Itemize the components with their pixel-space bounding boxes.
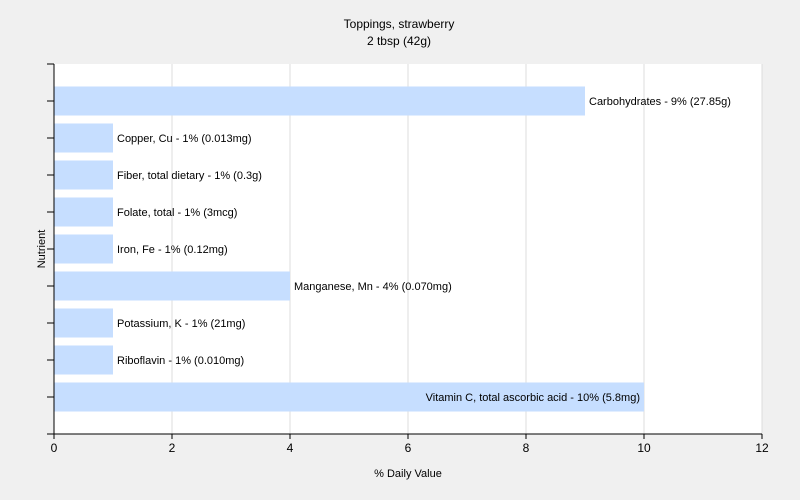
data-label: Folate, total - 1% (3mcg) (117, 207, 237, 219)
chart-subtitle: 2 tbsp (42g) (367, 34, 431, 48)
x-tick-label: 0 (51, 441, 58, 455)
x-tick-label: 6 (405, 441, 412, 455)
x-tick-label: 8 (523, 441, 530, 455)
data-label: Carbohydrates - 9% (27.85g) (589, 96, 731, 108)
grid-lines (54, 64, 763, 434)
x-tick-label: 4 (287, 441, 294, 455)
x-tick-label: 12 (755, 441, 769, 455)
y-axis-label: Nutrient (36, 230, 48, 269)
x-axis-label: % Daily Value (374, 468, 442, 480)
data-label: Fiber, total dietary - 1% (0.3g) (117, 170, 262, 182)
data-label: Riboflavin - 1% (0.010mg) (117, 355, 244, 367)
x-tick-label: 10 (637, 441, 651, 455)
bar-labels: Carbohydrates - 9% (27.85g) Copper, Cu - … (117, 96, 731, 404)
bar (54, 382, 644, 412)
bar (54, 345, 113, 375)
data-label: Vitamin C, total ascorbic acid - 10% (5.… (426, 392, 640, 404)
bar (54, 197, 113, 227)
data-label: Potassium, K - 1% (21mg) (117, 318, 245, 330)
bar (54, 160, 113, 190)
data-label: Manganese, Mn - 4% (0.070mg) (294, 281, 452, 293)
bar (54, 86, 585, 116)
bar (54, 308, 113, 338)
chart-title: Toppings, strawberry (344, 17, 455, 31)
data-label: Copper, Cu - 1% (0.013mg) (117, 133, 252, 145)
bar (54, 271, 290, 301)
bars (54, 86, 644, 412)
x-tick-label: 2 (169, 441, 176, 455)
bar (54, 123, 113, 153)
axes: 0 2 4 6 8 10 12 (47, 63, 769, 455)
data-label: Iron, Fe - 1% (0.12mg) (117, 244, 228, 256)
bar (54, 234, 113, 264)
